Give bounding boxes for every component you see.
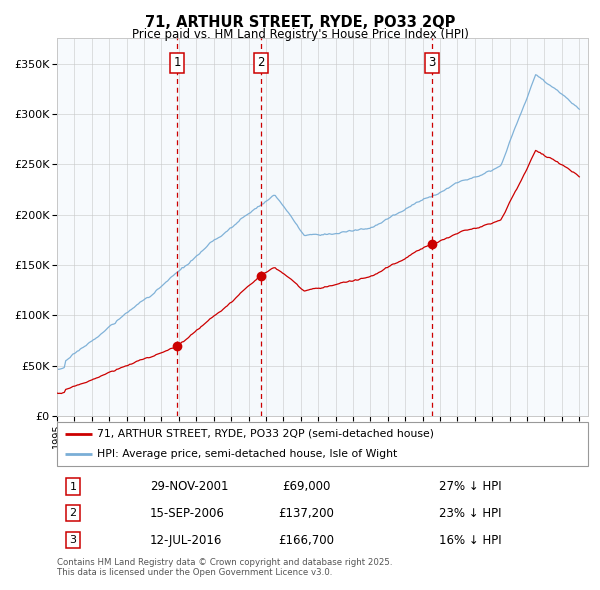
Text: 15-SEP-2006: 15-SEP-2006 — [150, 507, 225, 520]
Text: Price paid vs. HM Land Registry's House Price Index (HPI): Price paid vs. HM Land Registry's House … — [131, 28, 469, 41]
Text: 3: 3 — [70, 535, 76, 545]
Text: £69,000: £69,000 — [283, 480, 331, 493]
Bar — [261, 38, 432, 416]
Text: 12-JUL-2016: 12-JUL-2016 — [150, 534, 223, 547]
Text: 3: 3 — [428, 57, 436, 70]
Text: 2: 2 — [70, 509, 76, 519]
Text: 1: 1 — [173, 57, 181, 70]
Text: 29-NOV-2001: 29-NOV-2001 — [150, 480, 229, 493]
Bar — [432, 38, 588, 416]
Text: 27% ↓ HPI: 27% ↓ HPI — [439, 480, 502, 493]
Text: 16% ↓ HPI: 16% ↓ HPI — [439, 534, 502, 547]
Bar — [57, 38, 178, 416]
Text: Contains HM Land Registry data © Crown copyright and database right 2025.
This d: Contains HM Land Registry data © Crown c… — [57, 558, 392, 577]
Text: 23% ↓ HPI: 23% ↓ HPI — [439, 507, 502, 520]
Text: £137,200: £137,200 — [278, 507, 335, 520]
Text: £166,700: £166,700 — [278, 534, 335, 547]
Bar — [178, 38, 261, 416]
Text: 71, ARTHUR STREET, RYDE, PO33 2QP (semi-detached house): 71, ARTHUR STREET, RYDE, PO33 2QP (semi-… — [97, 429, 434, 439]
Text: 2: 2 — [257, 57, 265, 70]
FancyBboxPatch shape — [57, 422, 588, 466]
Text: 71, ARTHUR STREET, RYDE, PO33 2QP: 71, ARTHUR STREET, RYDE, PO33 2QP — [145, 15, 455, 30]
Text: HPI: Average price, semi-detached house, Isle of Wight: HPI: Average price, semi-detached house,… — [97, 449, 397, 459]
Text: 1: 1 — [70, 481, 76, 491]
